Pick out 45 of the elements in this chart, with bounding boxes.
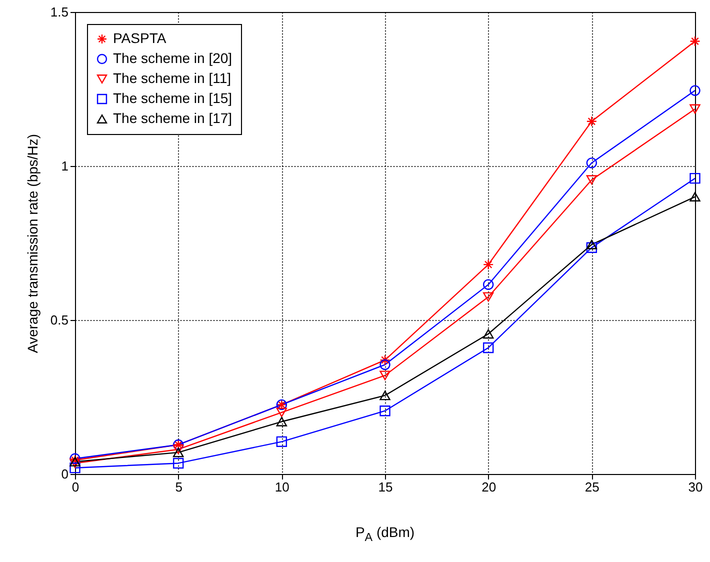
- point: [482, 342, 494, 354]
- legend-label: The scheme in [20]: [113, 50, 232, 66]
- point: [586, 116, 598, 127]
- point: [380, 390, 390, 400]
- legend-label: The scheme in [17]: [113, 110, 232, 126]
- x-tick-label: 30: [688, 480, 703, 494]
- legend-label: PASPTA: [113, 30, 167, 46]
- x-tick-label: 10: [274, 480, 290, 494]
- point: [690, 85, 700, 96]
- x-tick-label: 25: [584, 480, 600, 494]
- y-tick-label: 0: [61, 466, 68, 482]
- y-axis-title: Average transmission rate (bps/Hz): [24, 134, 40, 354]
- point: [690, 104, 700, 114]
- point: [380, 406, 390, 416]
- point: [172, 448, 184, 458]
- x-tick-label: 5: [175, 480, 182, 494]
- point: [586, 175, 598, 185]
- point: [276, 408, 288, 418]
- point: [586, 242, 598, 253]
- y-tick-label: 1: [61, 158, 68, 174]
- legend-label: The scheme in [15]: [113, 90, 232, 106]
- point: [482, 259, 494, 270]
- point: [276, 436, 288, 448]
- point: [172, 444, 184, 454]
- point: [690, 36, 700, 47]
- point: [380, 359, 390, 370]
- point: [586, 158, 598, 168]
- point: [690, 192, 700, 202]
- x-tick-label: 15: [378, 480, 393, 494]
- legend-label: The scheme in [11]: [113, 70, 232, 86]
- point: [482, 279, 494, 290]
- point: [276, 416, 288, 426]
- point: [586, 240, 598, 250]
- point: [172, 458, 184, 469]
- point: [70, 462, 80, 474]
- point: [380, 370, 390, 380]
- x-axis-title: P$_{A}$ (dBm): [354, 524, 416, 544]
- point: [380, 354, 390, 366]
- y-tick-label: 0.5: [50, 312, 68, 328]
- y-tick-label: 1.5: [50, 4, 68, 20]
- x-tick-label: 20: [482, 480, 496, 494]
- point: [690, 172, 700, 184]
- point: [482, 292, 494, 302]
- point: [482, 329, 494, 339]
- x-tick-label: 0: [72, 480, 80, 494]
